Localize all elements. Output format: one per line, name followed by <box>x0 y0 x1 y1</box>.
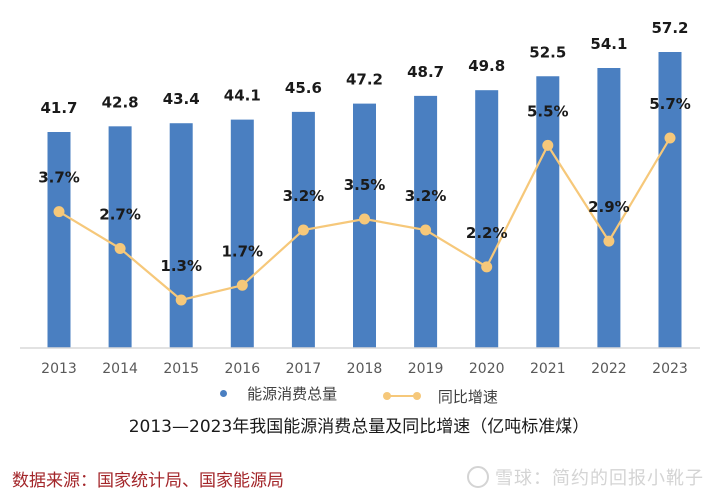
growth-point-2014 <box>114 242 126 254</box>
x-tick-2020: 2020 <box>469 361 505 377</box>
growth-point-2016 <box>236 279 248 291</box>
bar-2020 <box>475 90 499 349</box>
legend-dot-icon <box>220 390 228 397</box>
bar-value-label-2020: 49.8 <box>468 57 505 75</box>
legend-label-bar: 能源消费总量 <box>247 385 338 403</box>
growth-value-label-2013: 3.7% <box>38 169 80 187</box>
legend-label-line: 同比增速 <box>437 387 498 406</box>
bar-2014 <box>108 126 132 349</box>
bar-value-label-2019: 48.7 <box>407 63 444 81</box>
x-tick-2018: 2018 <box>347 361 383 377</box>
legend: 能源消费总量 同比增速 <box>0 383 718 407</box>
growth-value-label-2016: 1.7% <box>221 242 263 260</box>
x-tick-2019: 2019 <box>408 361 444 377</box>
bar-2022 <box>597 68 621 348</box>
growth-point-2023 <box>664 132 676 144</box>
bar-value-label-2015: 43.4 <box>163 90 200 108</box>
data-source: 数据来源：国家统计局、国家能源局 <box>12 471 284 491</box>
growth-value-label-2020: 2.2% <box>466 224 508 242</box>
labels-group: 41.7 42.8 43.4 44.1 45.6 47.2 48.7 49.8 52.5 54.1… <box>38 19 691 275</box>
x-tick-2016: 2016 <box>224 361 260 377</box>
line-series-group <box>53 132 676 306</box>
bar-2015 <box>169 123 193 349</box>
growth-point-2019 <box>420 224 432 236</box>
snowball-logo-icon <box>467 466 489 488</box>
watermark-text: 雪球：简约的回报小靴子 <box>495 468 704 489</box>
x-tick-2023: 2023 <box>652 361 688 377</box>
growth-point-2017 <box>297 224 309 236</box>
growth-value-label-2015: 1.3% <box>160 257 202 275</box>
growth-point-2013 <box>53 206 65 218</box>
bar-value-label-2016: 44.1 <box>224 87 261 105</box>
x-tick-2014: 2014 <box>102 361 138 377</box>
growth-value-label-2014: 2.7% <box>99 205 141 223</box>
growth-point-2015 <box>175 294 187 306</box>
legend-line-icon <box>382 392 421 400</box>
bar-value-label-2014: 42.8 <box>102 93 139 111</box>
growth-value-label-2023: 5.7% <box>649 95 691 113</box>
x-tick-2017: 2017 <box>286 361 322 377</box>
watermark: 雪球：简约的回报小靴子 <box>467 464 704 490</box>
growth-value-label-2021: 5.5% <box>527 102 569 120</box>
bar-value-label-2022: 54.1 <box>590 35 627 53</box>
bar-value-label-2017: 45.6 <box>285 79 322 97</box>
x-tick-2015: 2015 <box>163 361 199 377</box>
growth-value-label-2022: 2.9% <box>588 198 630 216</box>
bars-group <box>47 52 682 349</box>
bar-value-label-2013: 41.7 <box>40 99 77 117</box>
x-tick-2021: 2021 <box>530 361 566 377</box>
bar-2013 <box>47 132 71 348</box>
growth-point-2018 <box>359 213 370 225</box>
growth-point-2020 <box>481 261 493 273</box>
growth-value-label-2017: 3.2% <box>283 187 325 205</box>
bar-2019 <box>414 95 438 348</box>
growth-point-2022 <box>603 235 615 247</box>
bar-2016 <box>230 119 254 348</box>
legend-item-line: 同比增速 <box>382 386 498 407</box>
x-tick-labels: 2013 2014 2015 2016 2017 2018 2019 2020 2021 2022… <box>41 361 688 377</box>
combo-chart: 41.7 42.8 43.4 44.1 45.6 47.2 48.7 49.8 52.5 54.1… <box>20 19 700 377</box>
bar-value-label-2018: 47.2 <box>346 71 383 89</box>
x-tick-2013: 2013 <box>41 361 77 377</box>
x-tick-2022: 2022 <box>591 361 627 377</box>
bar-2018 <box>353 103 376 348</box>
bar-value-label-2023: 57.2 <box>651 19 688 37</box>
bar-2023 <box>658 52 682 348</box>
bar-value-label-2021: 52.5 <box>529 43 566 61</box>
growth-value-label-2019: 3.2% <box>405 187 447 205</box>
legend-item-bar: 能源消费总量 <box>220 383 337 404</box>
growth-value-label-2018: 3.5% <box>344 176 386 194</box>
bar-2021 <box>536 76 560 349</box>
growth-point-2021 <box>542 139 554 151</box>
chart-title: 2013—2023年我国能源消费总量及同比增速（亿吨标准煤） <box>128 417 590 437</box>
